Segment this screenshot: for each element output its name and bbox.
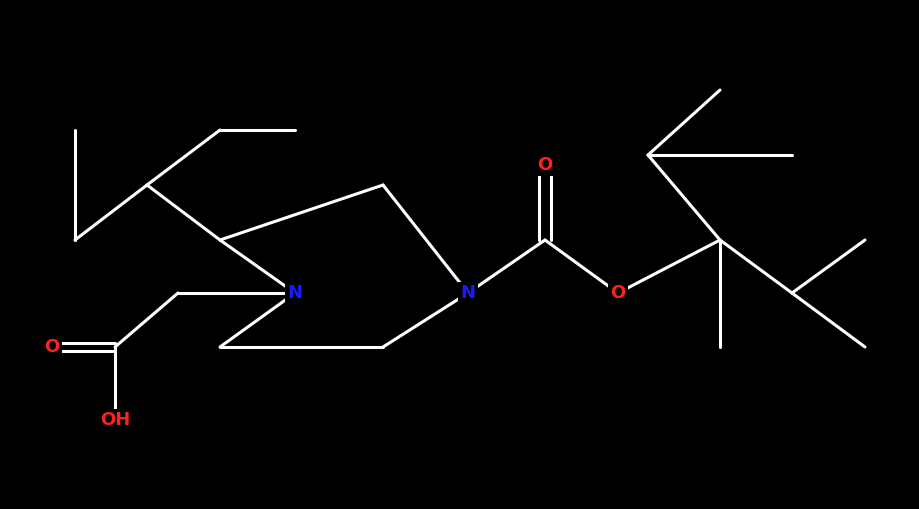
Text: OH: OH [100,411,130,429]
Text: N: N [288,284,302,302]
Text: O: O [610,284,626,302]
Text: O: O [44,338,60,356]
Text: O: O [538,156,552,174]
Text: N: N [460,284,475,302]
